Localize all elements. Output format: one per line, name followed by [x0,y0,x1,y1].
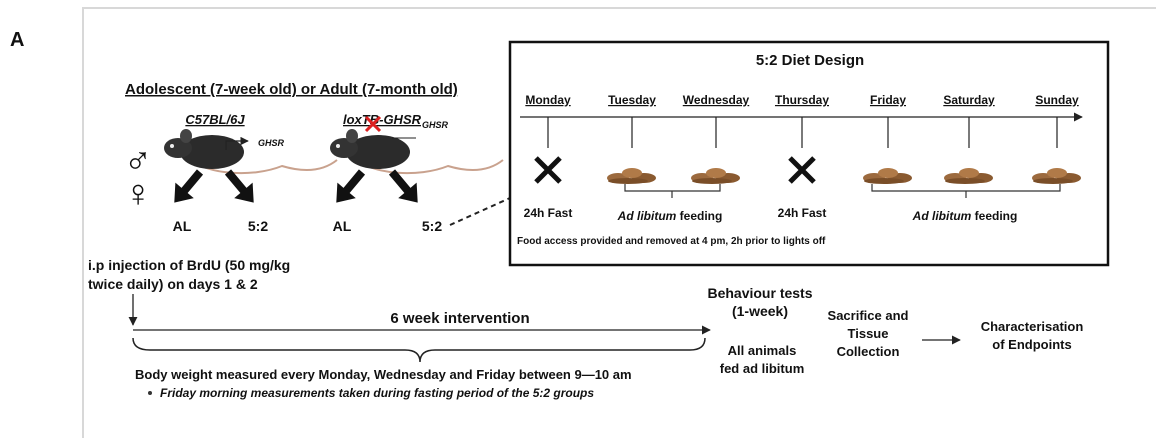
sex-symbol: ♀ [124,173,153,215]
figure: A Adolescent (7-week old) or Adult (7-mo… [0,0,1156,438]
diet-title: 5:2 Diet Design [756,52,864,69]
injection: i.p injection of BrdU (50 mg/kg [88,257,290,273]
gene-label: GHSR [422,120,449,130]
ad-libitum: All animals [728,343,797,358]
day-label: Friday [870,93,906,107]
day-label: Wednesday [683,93,750,107]
bullet [148,391,152,395]
body-weight-note: Friday morning measurements taken during… [160,386,594,400]
fast-label: 24h Fast [778,206,827,220]
injection: twice daily) on days 1 & 2 [88,276,258,292]
fast-label: 24h Fast [524,206,573,220]
endpoints: Characterisation [981,319,1084,334]
diet-note: Food access provided and removed at 4 pm… [517,236,826,247]
feeding-label: Ad libitum feeding [912,209,1018,223]
ad-libitum: fed ad libitum [720,361,805,376]
cohort-title: Adolescent (7-week old) or Adult (7-mont… [125,81,458,98]
group-label: AL [173,218,192,234]
panel-label: A [10,29,24,51]
diet-box [510,42,1108,265]
behaviour: (1-week) [732,303,788,319]
group-label: 5:2 [422,218,442,234]
strain: loxTB-GHSR [343,112,422,127]
sacrifice: Tissue [848,326,889,341]
feeding-label: Ad libitum feeding [617,209,723,223]
sacrifice: Collection [837,344,900,359]
body-weight: Body weight measured every Monday, Wedne… [135,367,632,382]
day-label: Saturday [943,93,995,107]
gene-label: GHSR [258,138,285,148]
day-label: Monday [525,93,571,107]
group-label: 5:2 [248,218,268,234]
sacrifice: Sacrifice and [828,308,909,323]
group-label: AL [333,218,352,234]
strain: C57BL/6J [185,112,245,127]
day-label: Sunday [1035,93,1079,107]
endpoints: of Endpoints [992,337,1071,352]
day-label: Thursday [775,93,829,107]
day-label: Tuesday [608,93,656,107]
behaviour: Behaviour tests [707,285,812,301]
intervention: 6 week intervention [390,310,529,327]
